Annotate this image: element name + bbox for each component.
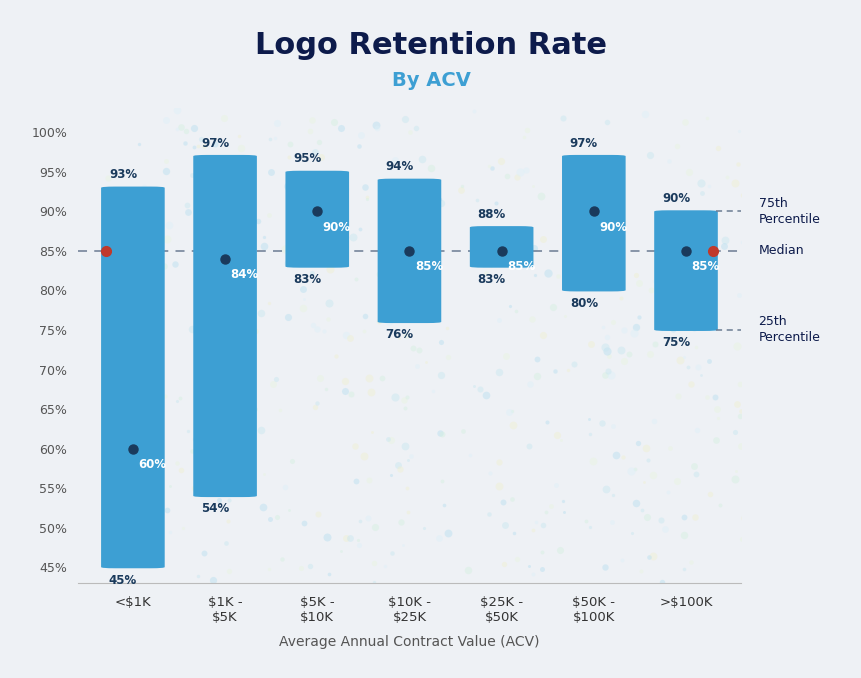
Text: 45%: 45% <box>108 574 137 586</box>
Text: 60%: 60% <box>139 458 166 471</box>
Text: 90%: 90% <box>598 221 627 234</box>
Text: 94%: 94% <box>385 160 413 174</box>
FancyBboxPatch shape <box>193 155 257 497</box>
Text: 97%: 97% <box>201 136 229 150</box>
FancyBboxPatch shape <box>377 179 441 323</box>
Text: 95%: 95% <box>293 153 321 165</box>
FancyBboxPatch shape <box>653 210 717 331</box>
Text: 90%: 90% <box>322 221 350 234</box>
Text: 85%: 85% <box>414 260 443 273</box>
Text: 85%: 85% <box>506 260 535 273</box>
Text: 93%: 93% <box>108 168 137 181</box>
X-axis label: Average Annual Contract Value (ACV): Average Annual Contract Value (ACV) <box>279 635 539 650</box>
Text: 25th
Percentile: 25th Percentile <box>758 315 820 344</box>
Text: 76%: 76% <box>385 328 413 342</box>
Text: 83%: 83% <box>293 273 321 286</box>
Text: 75th
Percentile: 75th Percentile <box>758 197 820 226</box>
FancyBboxPatch shape <box>469 226 533 268</box>
Text: 83%: 83% <box>477 273 505 286</box>
FancyBboxPatch shape <box>561 155 625 292</box>
Text: 90%: 90% <box>661 192 690 205</box>
Text: 75%: 75% <box>661 336 690 349</box>
Text: Median: Median <box>758 244 803 258</box>
Text: Logo Retention Rate: Logo Retention Rate <box>255 31 606 60</box>
Text: 85%: 85% <box>691 260 719 273</box>
Text: 54%: 54% <box>201 502 229 515</box>
FancyBboxPatch shape <box>285 171 349 268</box>
Text: By ACV: By ACV <box>391 71 470 90</box>
FancyBboxPatch shape <box>101 186 164 568</box>
Text: 88%: 88% <box>477 207 505 221</box>
Text: 84%: 84% <box>231 268 258 281</box>
Text: 80%: 80% <box>569 297 598 310</box>
Text: 97%: 97% <box>569 136 598 150</box>
